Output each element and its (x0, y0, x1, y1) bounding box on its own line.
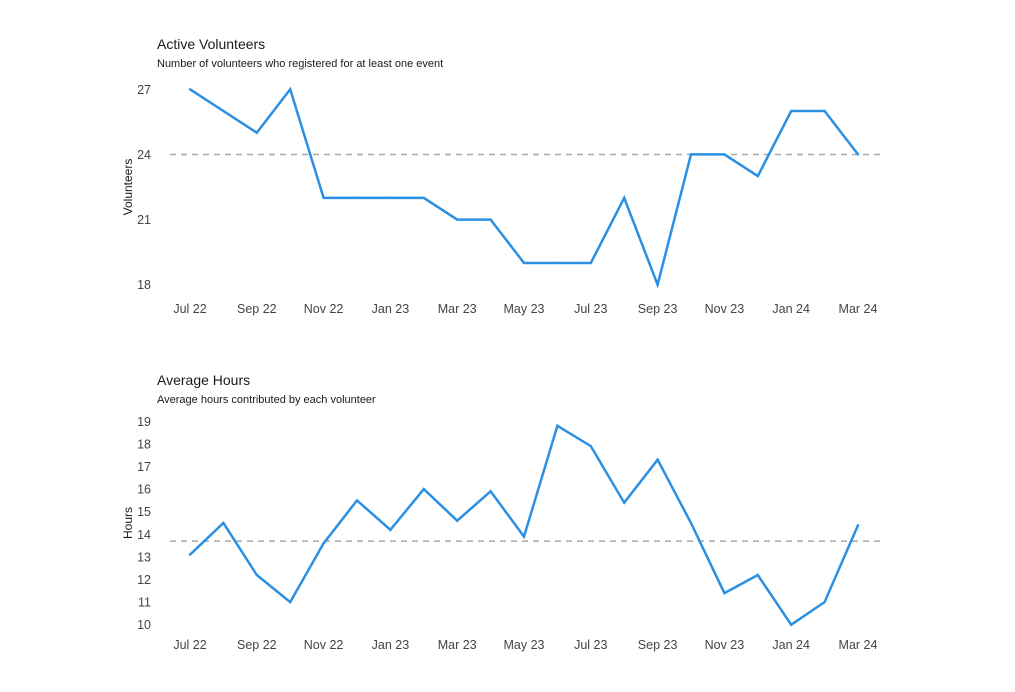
chart-subtitle: Number of volunteers who registered for … (157, 58, 443, 70)
x-tick-label: May 23 (504, 302, 545, 316)
data-point (556, 261, 559, 265)
data-point (422, 196, 425, 200)
data-point (856, 153, 860, 156)
data-point (756, 573, 759, 577)
y-tick-label: 13 (137, 550, 151, 564)
y-tick-label: 19 (137, 415, 151, 429)
data-point (723, 153, 726, 156)
data-point (790, 623, 793, 626)
x-tick-labels: Jul 22 Sep 22 Nov 22 Jan 23 Mar 23 May 23 Jul … (173, 638, 877, 652)
data-point (422, 487, 425, 491)
data-point (355, 196, 359, 200)
x-tick-label: Jul 23 (574, 638, 607, 652)
x-tick-label: Sep 23 (638, 302, 678, 316)
data-point (522, 261, 526, 265)
chart-title: Average Hours (157, 372, 250, 388)
data-point (623, 501, 626, 504)
data-point (255, 131, 258, 134)
x-tick-label: May 23 (504, 638, 545, 652)
data-point (623, 196, 626, 200)
data-point (522, 535, 526, 538)
y-tick-label: 17 (137, 460, 151, 474)
data-point (790, 109, 793, 113)
x-tick-label: Nov 22 (304, 638, 344, 652)
data-point (456, 519, 459, 522)
data-point (756, 174, 759, 178)
data-point (656, 458, 659, 461)
y-tick-label: 12 (137, 573, 151, 587)
x-tick-label: Nov 22 (304, 302, 344, 316)
x-tick-label: Mar 24 (839, 302, 878, 316)
data-point (355, 499, 359, 502)
y-tick-label: 14 (137, 528, 151, 542)
x-tick-label: Mar 23 (438, 302, 477, 316)
y-tick-label: 18 (137, 437, 151, 451)
data-point (589, 444, 592, 448)
x-tick-label: Jul 22 (173, 638, 206, 652)
x-tick-label: Sep 23 (638, 638, 678, 652)
data-point (689, 521, 693, 525)
x-tick-label: Sep 22 (237, 302, 277, 316)
data-points (188, 424, 860, 626)
data-point (389, 196, 392, 200)
data-point (823, 600, 826, 604)
data-point (456, 218, 459, 221)
data-point (689, 153, 693, 156)
y-tick-label: 15 (137, 505, 151, 519)
data-point (222, 109, 225, 113)
data-point (556, 424, 559, 427)
data-points (188, 88, 860, 286)
y-axis-label: Hours (121, 507, 135, 539)
x-tick-label: Sep 22 (237, 638, 277, 652)
data-point (656, 283, 659, 286)
data-point (289, 88, 292, 91)
x-tick-label: Nov 23 (705, 638, 745, 652)
x-tick-label: Jan 23 (372, 302, 410, 316)
data-point (589, 261, 592, 265)
x-tick-label: Jan 23 (372, 638, 410, 652)
chart-active-volunteers: Active Volunteers Number of volunteers w… (121, 36, 885, 316)
data-point (723, 591, 726, 595)
x-tick-label: Jul 23 (574, 302, 607, 316)
data-point (188, 88, 192, 91)
y-tick-label: 18 (137, 278, 151, 292)
data-point (389, 528, 392, 531)
data-point (489, 218, 492, 221)
y-tick-label: 10 (137, 618, 151, 632)
data-point (856, 524, 860, 527)
x-tick-label: Jan 24 (772, 638, 810, 652)
y-axis-label: Volunteers (121, 159, 135, 216)
data-point (322, 196, 325, 200)
y-tick-label: 24 (137, 148, 151, 162)
x-tick-label: Jul 22 (173, 302, 206, 316)
x-tick-label: Mar 23 (438, 638, 477, 652)
x-tick-label: Mar 24 (839, 638, 878, 652)
y-tick-label: 16 (137, 483, 151, 497)
data-point (289, 600, 292, 604)
y-tick-label: 21 (137, 213, 151, 227)
data-point (222, 521, 225, 525)
y-tick-labels: 18 21 24 27 (137, 83, 151, 292)
x-tick-label: Jan 24 (772, 302, 810, 316)
x-tick-label: Nov 23 (705, 302, 745, 316)
series-line (189, 423, 860, 627)
chart-title: Active Volunteers (157, 36, 265, 52)
data-point (489, 490, 492, 493)
data-point (255, 573, 258, 577)
data-point (823, 109, 826, 113)
x-tick-labels: Jul 22 Sep 22 Nov 22 Jan 23 Mar 23 May 23 Jul … (173, 302, 877, 316)
chart-subtitle: Average hours contributed by each volunt… (157, 394, 376, 406)
y-tick-label: 27 (137, 83, 151, 97)
chart-average-hours: Average Hours Average hours contributed … (121, 372, 885, 652)
data-point (322, 542, 325, 545)
y-tick-labels: 10 11 12 13 14 15 16 17 18 19 (137, 415, 151, 632)
y-tick-label: 11 (138, 596, 151, 610)
series-line (189, 86, 859, 289)
data-point (188, 553, 192, 556)
